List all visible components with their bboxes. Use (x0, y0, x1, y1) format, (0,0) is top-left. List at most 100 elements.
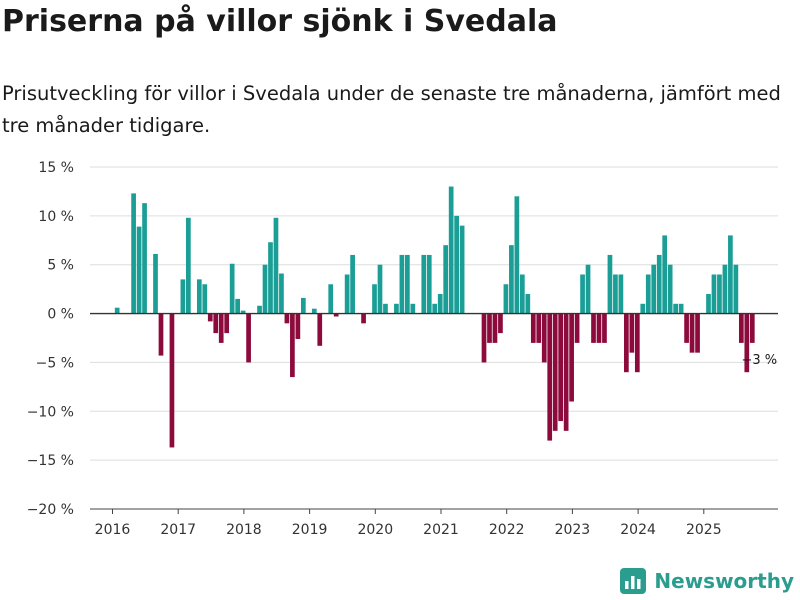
bar-2019-04 (317, 313, 323, 346)
bar-2018-06 (262, 264, 268, 314)
bar-2023-12 (624, 313, 629, 373)
bar-2018-05 (257, 305, 262, 314)
bar-2017-03 (180, 279, 186, 314)
bar-2018-08 (273, 217, 279, 314)
bars (114, 186, 755, 448)
x-tick-label: 2024 (620, 522, 656, 538)
bar-2019-06 (328, 284, 334, 314)
bar-2018-09 (279, 273, 284, 314)
bar-2023-10 (613, 274, 618, 314)
bar-2018-01 (235, 298, 240, 314)
bar-2022-06 (525, 294, 531, 314)
x-tick-label: 2021 (423, 522, 459, 538)
bar-2024-05 (651, 264, 657, 314)
chart-title: Priserna på villor sjönk i Svedala (2, 4, 558, 39)
bar-2019-09 (344, 274, 350, 314)
bar-2022-03 (509, 245, 514, 314)
bar-2023-04 (580, 274, 585, 314)
x-tick-label: 2022 (489, 522, 525, 538)
chart-subtitle: Prisutveckling för villor i Svedala unde… (2, 82, 781, 137)
bar-2023-11 (618, 274, 624, 314)
bar-2023-09 (607, 254, 613, 314)
bar-2023-08 (602, 313, 607, 343)
bar-2022-12 (558, 313, 564, 422)
bar-2018-07 (268, 242, 273, 314)
bar-2023-07 (596, 313, 602, 343)
bar-2018-03 (246, 313, 251, 363)
bar-2022-10 (547, 313, 553, 441)
bar-2017-08 (207, 313, 213, 322)
bar-2017-06 (196, 279, 202, 314)
bar-2018-10 (284, 313, 290, 324)
bar-2016-10 (153, 253, 158, 314)
bar-2022-08 (536, 313, 542, 343)
annotations: −3 % (741, 353, 777, 368)
brand-logo: Newsworthy (620, 568, 794, 594)
bar-2020-11 (421, 254, 427, 314)
bar-2025-04 (711, 274, 717, 314)
bar-2021-10 (481, 313, 487, 363)
bar-2022-07 (530, 313, 536, 343)
x-tick-label: 2018 (226, 522, 262, 538)
y-tick-label: −15 % (27, 453, 74, 469)
y-axis-labels: 15 % 10 % 5 % 0 % −5 % −10 % −15 % −20 % (27, 160, 74, 518)
bar-2022-11 (552, 313, 558, 431)
brand-name: Newsworthy (654, 569, 794, 593)
bar-2017-12 (229, 263, 235, 314)
bar-2020-09 (410, 303, 416, 314)
bar-2024-08 (667, 264, 673, 314)
bar-2016-11 (158, 313, 164, 356)
bar-2016-06 (131, 193, 136, 314)
bar-2022-09 (541, 313, 547, 363)
y-tick-label: −5 % (36, 355, 74, 371)
bar-2021-04 (448, 186, 454, 314)
bar-2020-02 (372, 284, 377, 314)
bar-2022-04 (514, 196, 520, 314)
bar-2020-06 (394, 303, 399, 314)
y-tick-label: 0 % (47, 307, 74, 323)
bar-2019-03 (311, 308, 317, 314)
bar-2022-01 (498, 313, 503, 334)
bar-2020-04 (383, 303, 388, 314)
bar-2025-09 (738, 313, 744, 343)
bar-chart-logo-icon (620, 568, 647, 594)
x-tick-label: 2025 (686, 522, 722, 538)
bar-2025-05 (717, 274, 722, 314)
bar-2024-06 (656, 254, 662, 314)
bar-2022-05 (519, 274, 525, 314)
y-tick-label: 15 % (38, 160, 74, 176)
bar-2019-12 (361, 313, 366, 324)
bar-2024-02 (634, 313, 640, 373)
bar-2017-09 (213, 313, 219, 334)
bar-2023-02 (569, 313, 574, 402)
bar-2018-02 (240, 310, 246, 314)
x-tick-label: 2019 (292, 522, 328, 538)
bar-2025-07 (728, 235, 733, 314)
y-tick-label: 10 % (38, 209, 74, 225)
bar-2021-05 (454, 215, 459, 314)
bar-2021-01 (432, 303, 438, 314)
bar-2024-03 (640, 303, 646, 314)
bar-2025-08 (733, 264, 739, 314)
bar-2017-01 (169, 313, 175, 448)
y-tick-label: 5 % (47, 258, 74, 274)
bar-2022-02 (503, 284, 509, 314)
bar-2018-12 (295, 313, 301, 339)
bar-2019-01 (300, 297, 306, 314)
bar-2021-11 (487, 313, 492, 343)
bar-2021-12 (492, 313, 498, 343)
bar-2016-07 (136, 226, 142, 314)
bar-2024-12 (689, 313, 695, 353)
bar-2024-04 (645, 274, 651, 314)
bar-2023-06 (591, 313, 596, 343)
x-tick-label: 2020 (357, 522, 393, 538)
bar-2024-11 (684, 313, 689, 343)
bar-2020-07 (399, 254, 405, 314)
bar-2018-11 (290, 313, 295, 378)
bar-2025-10 (744, 313, 750, 373)
x-axis: 2016 2017 2018 2019 2020 2021 2022 2023 2024 2025 (90, 508, 778, 538)
bar-2020-03 (377, 264, 383, 314)
value-annotation: −3 % (741, 353, 777, 368)
bar-2021-03 (443, 245, 449, 314)
bar-2024-07 (662, 235, 668, 314)
